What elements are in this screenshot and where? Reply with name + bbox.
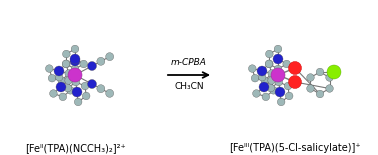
Circle shape <box>326 74 333 81</box>
Circle shape <box>72 78 80 86</box>
Circle shape <box>97 57 105 65</box>
Circle shape <box>81 82 89 90</box>
Circle shape <box>65 70 73 77</box>
Circle shape <box>316 68 324 76</box>
Circle shape <box>87 80 96 89</box>
Circle shape <box>65 77 73 84</box>
Circle shape <box>87 62 96 71</box>
Circle shape <box>265 50 273 58</box>
Circle shape <box>275 78 283 86</box>
Circle shape <box>62 60 70 68</box>
Circle shape <box>307 85 314 92</box>
Circle shape <box>48 74 56 82</box>
Circle shape <box>106 53 114 61</box>
Text: [Feᴵᴵᴵ(TPA)(5-Cl-salicylate)]⁺: [Feᴵᴵᴵ(TPA)(5-Cl-salicylate)]⁺ <box>229 143 361 153</box>
Circle shape <box>257 66 267 76</box>
Circle shape <box>248 65 256 72</box>
Circle shape <box>277 98 285 106</box>
Circle shape <box>70 54 80 64</box>
Circle shape <box>265 60 273 68</box>
Circle shape <box>59 93 67 101</box>
Text: CH₃CN: CH₃CN <box>174 82 204 91</box>
Circle shape <box>62 60 70 68</box>
Circle shape <box>68 68 82 82</box>
Circle shape <box>265 60 273 68</box>
Circle shape <box>50 90 57 97</box>
Circle shape <box>268 77 276 84</box>
Circle shape <box>55 73 63 81</box>
Circle shape <box>74 98 82 106</box>
Circle shape <box>106 89 114 97</box>
Circle shape <box>80 60 87 68</box>
Circle shape <box>71 45 79 53</box>
Circle shape <box>327 65 341 79</box>
Circle shape <box>288 62 302 75</box>
Circle shape <box>251 74 259 82</box>
Circle shape <box>261 77 268 84</box>
Text: [Feᴵᴵ(TPA)(NCCH₃)₂]²⁺: [Feᴵᴵ(TPA)(NCCH₃)₂]²⁺ <box>25 143 125 153</box>
Circle shape <box>253 90 260 97</box>
Circle shape <box>72 87 82 97</box>
Circle shape <box>45 65 53 72</box>
Circle shape <box>285 92 293 100</box>
Circle shape <box>58 77 65 84</box>
Circle shape <box>326 85 333 92</box>
Circle shape <box>67 86 74 94</box>
Circle shape <box>275 87 285 97</box>
Circle shape <box>270 86 277 94</box>
Circle shape <box>259 82 269 92</box>
Circle shape <box>271 68 285 82</box>
Circle shape <box>307 74 314 81</box>
Circle shape <box>258 73 266 81</box>
Circle shape <box>274 45 282 53</box>
Circle shape <box>97 85 105 93</box>
Circle shape <box>273 54 283 64</box>
Circle shape <box>316 90 324 98</box>
Circle shape <box>71 65 79 73</box>
Circle shape <box>54 66 64 76</box>
Circle shape <box>64 84 71 92</box>
Circle shape <box>288 75 302 89</box>
Circle shape <box>283 60 290 68</box>
Circle shape <box>262 93 270 101</box>
Circle shape <box>70 56 80 66</box>
Circle shape <box>62 50 70 58</box>
Circle shape <box>268 70 276 77</box>
Text: m-CPBA: m-CPBA <box>171 58 207 67</box>
Circle shape <box>284 82 292 90</box>
Circle shape <box>56 82 66 92</box>
Circle shape <box>82 92 90 100</box>
Circle shape <box>267 84 274 92</box>
Circle shape <box>274 65 282 73</box>
